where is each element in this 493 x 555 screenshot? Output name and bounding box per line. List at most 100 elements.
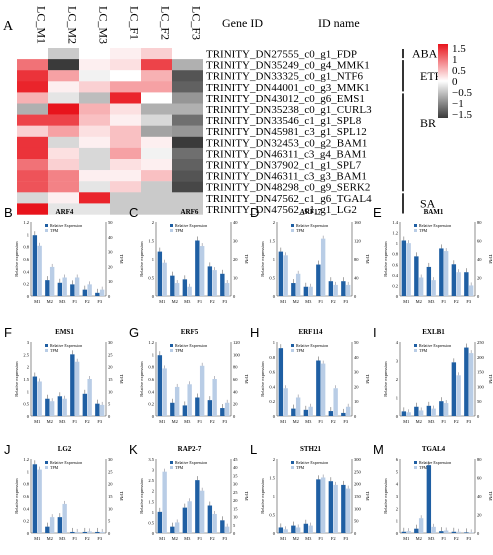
right-tick-label: 60 (477, 239, 482, 244)
bar-relative-expression (316, 264, 321, 296)
right-tick-label: 40 (233, 465, 238, 470)
panel-letter: E (373, 205, 382, 220)
bar-tpm (406, 412, 411, 416)
bar-tpm (443, 530, 449, 533)
right-tick-label: 5 (108, 402, 111, 407)
y-tick-label: 0 (152, 531, 155, 536)
heatmap-cell (17, 147, 48, 160)
right-tick-label: 20 (233, 257, 238, 262)
y-tick-label: 1 (273, 494, 275, 499)
left-axis-title: Relative expression (383, 241, 388, 277)
right-tick-label: 100 (354, 506, 362, 511)
heatmap-cell (172, 159, 203, 171)
y-tick-label: 1.5 (23, 377, 29, 382)
y-tick-label: 0 (273, 414, 276, 419)
panel-title: EMS1 (55, 328, 74, 336)
bar-tpm (308, 525, 313, 533)
heatmap-scale-label: 1.5 (452, 43, 466, 55)
panel-title: ARF6 (181, 208, 199, 216)
bar-relative-expression (278, 348, 284, 416)
bar-relative-expression (291, 525, 296, 533)
right-tick-label: 0 (233, 531, 236, 536)
heatmap-row-label: TRINITY_DN48298_c0_g9_SERK2 (206, 182, 370, 194)
heatmap-cell (17, 81, 48, 93)
x-tick-label: M1 (280, 299, 286, 304)
bar-relative-expression (426, 266, 432, 296)
bar-tpm (49, 517, 55, 533)
bar-tpm (345, 284, 351, 296)
bar-tpm (212, 513, 217, 533)
bar-tpm (174, 386, 180, 416)
panel-title: STH21 (300, 445, 322, 453)
legend-swatch-relative (45, 224, 48, 227)
x-tick-label: M3 (305, 299, 312, 304)
y-tick-label: 2 (27, 365, 29, 370)
bar-tpm (62, 398, 67, 416)
heatmap-cell (172, 125, 203, 137)
right-tick-label: 40 (477, 494, 482, 499)
x-tick-label: F3 (97, 536, 103, 541)
bar-relative-expression (464, 347, 469, 416)
heatmap-cell (79, 81, 110, 93)
bar-relative-expression (426, 405, 432, 416)
legend-label-tpm: TPM (296, 348, 305, 353)
heatmap-cell (48, 103, 79, 115)
y-tick-label: 1 (396, 396, 398, 401)
bar-tpm (295, 527, 301, 533)
bar-tpm (74, 277, 80, 296)
bar-relative-expression (195, 397, 200, 416)
heatmap-row-label: TRINITY_DN32453_c0_g2_BAM1 (206, 137, 367, 149)
x-tick-label: F1 (441, 419, 446, 424)
heatmap-cell (110, 170, 141, 182)
x-tick-label: M2 (47, 536, 53, 541)
panel-title: ERF114 (298, 328, 323, 336)
heatmap-cell (172, 136, 203, 149)
legend-label-relative: Relative Expression (50, 343, 82, 348)
chart-panel: C ARF6 2 1.5 1 0.5 0 40 30 20 10 0 Relative expressi… (129, 205, 249, 304)
bar-relative-expression (207, 400, 213, 416)
heatmap-cell (48, 136, 79, 149)
y-tick-label: 0.5 (148, 520, 154, 525)
y-tick-label: 0.4 (148, 389, 154, 394)
y-tick-label: 0.2 (269, 399, 275, 404)
bar-relative-expression (328, 281, 334, 296)
y-tick-label: 0.6 (148, 377, 154, 382)
y-tick-label: 0 (273, 531, 276, 536)
heatmap-scale-label: 0.5 (452, 65, 466, 77)
left-axis-title: Relative expression (139, 241, 144, 277)
y-tick-label: 0 (27, 294, 30, 299)
legend-label-relative: Relative Expression (419, 343, 451, 348)
legend-swatch-tpm (45, 229, 48, 232)
legend-label-relative: Relative Expression (175, 223, 207, 228)
left-axis-title: Relative expression (139, 478, 144, 514)
heatmap-row-label: TRINITY_DN33325_c0_g1_NTF6 (206, 71, 364, 83)
x-tick-label: F3 (222, 299, 228, 304)
heatmap-cell (79, 170, 110, 182)
legend-swatch-relative (45, 461, 48, 464)
heatmap-cell (110, 114, 141, 126)
y-tick-label: 2 (396, 506, 398, 511)
heatmap-cell (141, 192, 172, 204)
heatmap-cell (79, 147, 110, 160)
x-tick-label: F2 (210, 536, 215, 541)
bar-relative-expression (220, 408, 225, 416)
heatmap-cell (79, 192, 110, 204)
heatmap-group-label: SA (420, 196, 436, 210)
right-tick-label: 20 (354, 384, 359, 389)
heatmap-cell (17, 181, 48, 193)
heatmap-cell (172, 92, 203, 104)
right-tick-label: 30 (108, 340, 113, 345)
chart-panel: E BAM1 1.4 1.2 1 0.8 0.6 0.4 0.2 0 80 60 40 20 0 Relati… (373, 205, 493, 304)
x-tick-label: M1 (34, 419, 40, 424)
right-tick-label: 60 (233, 377, 238, 382)
heatmap-cell (141, 170, 172, 182)
right-axis-title: TPM (244, 254, 249, 263)
bar-relative-expression (32, 376, 38, 416)
right-tick-label: 20 (108, 264, 113, 269)
bar-relative-expression (464, 532, 469, 533)
y-tick-label: 1 (27, 389, 29, 394)
x-tick-label: M1 (403, 419, 409, 424)
y-tick-label: 0.5 (269, 276, 275, 281)
x-tick-label: F2 (331, 536, 336, 541)
heatmap-cell (48, 48, 79, 60)
